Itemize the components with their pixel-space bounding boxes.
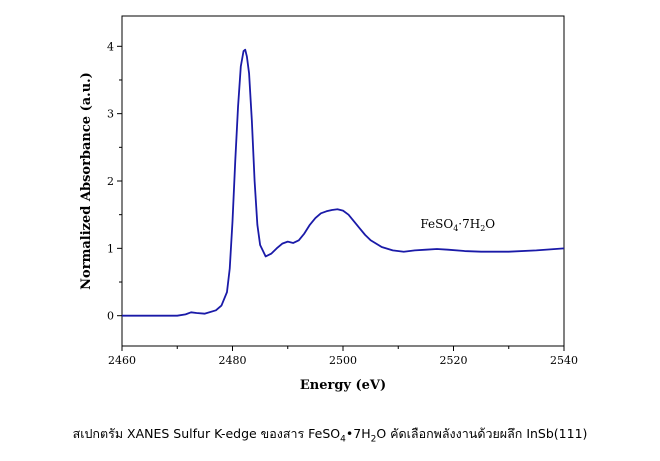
caption-text-mid: •7H xyxy=(345,426,371,441)
caption-subscript-2: 2 xyxy=(370,434,377,445)
figure-caption: สเปกตรัม XANES Sulfur K-edge ของสาร FeSO… xyxy=(0,424,660,445)
x-tick-label: 2500 xyxy=(329,354,357,367)
annotation-text: FeSO xyxy=(420,217,453,231)
y-tick-label: 4 xyxy=(107,40,114,53)
annotation-text: ·7H xyxy=(458,217,480,231)
caption-text-after: O คัดเลือกพลังงานด้วยผลึก InSb(111) xyxy=(376,426,588,441)
y-axis-title: Normalized Absorbance (a.u.) xyxy=(79,72,94,290)
y-tick-label: 3 xyxy=(107,108,114,121)
x-tick-label: 2460 xyxy=(108,354,136,367)
x-axis-title: Energy (eV) xyxy=(300,378,386,393)
series-layer xyxy=(122,48,565,317)
y-tick-label: 1 xyxy=(107,242,114,255)
xanes-chart: 2460 2480 2500 2520 2540 0 1 2 3 4 Energy (eV) Norm… xyxy=(79,15,578,393)
annotation-subscript: 4 xyxy=(453,224,458,233)
x-tick-label: 2480 xyxy=(219,354,247,367)
axes xyxy=(117,15,565,351)
caption-subscript-4: 4 xyxy=(340,434,346,445)
series-annotation: FeSO4·7H2O xyxy=(420,217,495,233)
annotation-text: O xyxy=(485,217,495,231)
series-line xyxy=(122,48,565,317)
y-tick-label: 0 xyxy=(107,310,114,323)
labels-layer: 2460 2480 2500 2520 2540 0 1 2 3 4 Energy (eV) Norm… xyxy=(79,40,578,393)
x-tick-label: 2520 xyxy=(440,354,468,367)
x-tick-label: 2540 xyxy=(550,354,578,367)
plot-frame xyxy=(121,15,565,347)
caption-text-before: สเปกตรัม XANES Sulfur K-edge ของสาร FeSO xyxy=(72,426,341,441)
y-tick-label: 2 xyxy=(107,175,114,188)
annotation-subscript: 2 xyxy=(480,224,485,233)
